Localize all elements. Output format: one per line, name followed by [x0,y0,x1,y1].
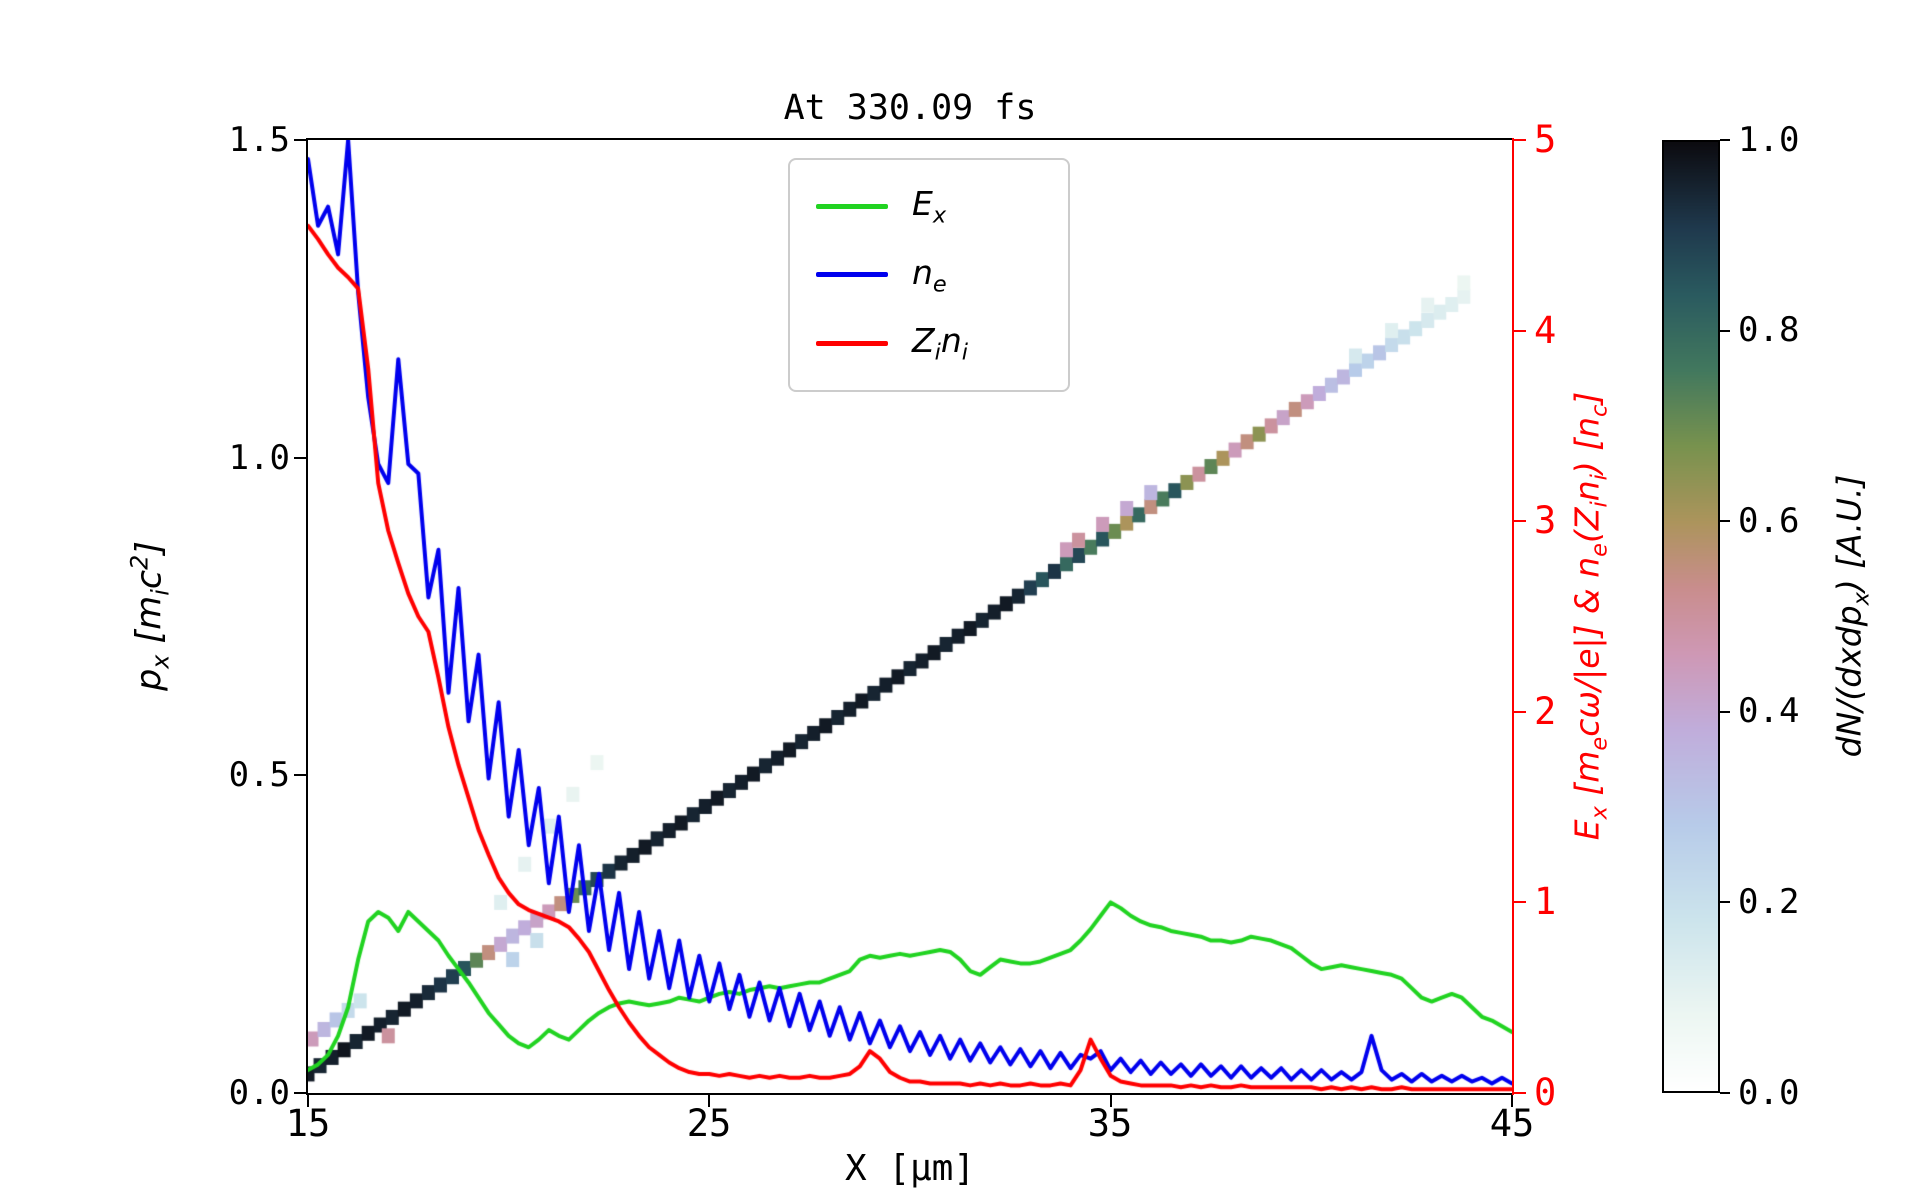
legend-label-ex: Ex [912,184,947,229]
x-tick-label: 15 [285,1102,331,1145]
x-tick-label: 35 [1087,1102,1133,1145]
legend-item-ne: ne [816,252,1042,298]
right-tick-label: 1 [1534,880,1557,923]
tick-mark [1514,1092,1526,1094]
colorbar-tick-label: 0.2 [1738,882,1800,922]
tick-mark [1720,520,1730,522]
legend-label-zini: Zini [912,321,968,366]
colorbar-label: dN/(dxdpx) [A.U.] [1829,474,1875,758]
legend-line-zini [816,341,888,347]
x-tick-label: 25 [686,1102,732,1145]
plot-border-left [306,138,308,1095]
legend-line-ex [816,203,888,209]
tick-mark [1720,901,1730,903]
right-tick-label: 5 [1534,118,1557,161]
x-tick-label: 45 [1489,1102,1535,1145]
colorbar-gradient [1664,142,1718,1091]
legend: Ex ne Zini [788,158,1070,392]
tick-mark [1514,520,1526,522]
plot-border-bottom [306,1093,1514,1095]
x-axis-label: X [μm] [844,1148,976,1189]
colorbar-tick-label: 0.6 [1738,501,1800,541]
legend-label-ne: ne [912,252,947,298]
right-tick-label: 0 [1534,1071,1557,1114]
legend-item-ex: Ex [816,184,1042,229]
tick-mark [1720,711,1730,713]
tick-mark [1720,330,1730,332]
tick-mark [1514,901,1526,903]
left-tick-label: 1.5 [228,120,290,160]
tick-mark [294,139,306,141]
plot-border-right [1512,138,1514,1095]
colorbar [1662,140,1720,1093]
tick-mark [1514,711,1526,713]
right-axis-label: Ex [mecω/|e|] & ne(Zini) [nc] [1567,391,1613,841]
tick-mark [708,1095,710,1107]
left-axis-label: px [mic2] [125,541,175,691]
colorbar-tick-label: 0.4 [1738,691,1800,731]
colorbar-tick-label: 0.0 [1738,1073,1800,1113]
right-tick-label: 4 [1534,309,1557,352]
right-tick-label: 3 [1534,499,1557,542]
tick-mark [1514,330,1526,332]
colorbar-tick-label: 1.0 [1738,120,1800,160]
left-tick-label: 1.0 [228,438,290,478]
tick-mark [294,1092,306,1094]
tick-mark [294,457,306,459]
left-tick-label: 0.0 [228,1073,290,1113]
plot-border-top [306,138,1514,140]
tick-mark [1514,139,1526,141]
chart-title: At 330.09 fs [783,88,1037,128]
tick-mark [294,774,306,776]
tick-mark [307,1095,309,1107]
tick-mark [1110,1095,1112,1107]
tick-mark [1720,1092,1730,1094]
legend-line-ne [816,272,888,278]
tick-mark [1720,139,1730,141]
left-tick-label: 0.5 [228,755,290,795]
legend-item-zini: Zini [816,321,1042,366]
tick-mark [1511,1095,1513,1107]
right-tick-label: 2 [1534,690,1557,733]
colorbar-tick-label: 0.8 [1738,310,1800,350]
